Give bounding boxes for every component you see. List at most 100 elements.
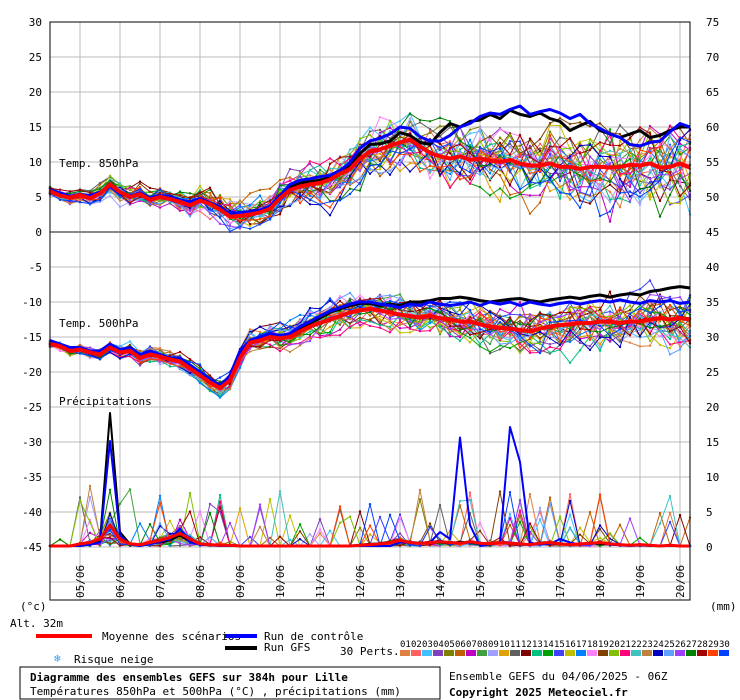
member-precip-15-point bbox=[248, 535, 252, 539]
member-850-27-point bbox=[478, 164, 482, 167]
member-500-22-point bbox=[378, 300, 382, 303]
member-precip-14-point bbox=[298, 523, 302, 526]
member-850-26-point bbox=[588, 155, 592, 158]
member-500-30-point bbox=[468, 308, 472, 312]
member-precip-13-point bbox=[218, 493, 222, 497]
member-850-26-point bbox=[628, 200, 632, 203]
member-850-7-point bbox=[568, 188, 572, 192]
member-850-23-point bbox=[378, 156, 382, 160]
member-500-21-point bbox=[128, 355, 132, 358]
member-500-10-point bbox=[488, 315, 492, 319]
member-850-14-point bbox=[508, 197, 512, 200]
member-precip-2-point bbox=[568, 493, 572, 496]
member-850-2-point bbox=[208, 217, 212, 221]
member-850-30-point bbox=[588, 182, 592, 185]
member-850-23-point bbox=[158, 203, 162, 207]
member-850-3-point bbox=[398, 119, 402, 123]
member-850-18-point bbox=[498, 128, 502, 131]
member-850-26-point bbox=[228, 224, 232, 228]
member-500-28-point bbox=[658, 313, 662, 316]
member-500-21-point bbox=[358, 320, 362, 324]
member-850-22-point bbox=[628, 148, 632, 151]
member-850-28-point bbox=[458, 143, 462, 146]
member-500-29-point bbox=[158, 358, 162, 362]
member-500-25-point bbox=[278, 329, 282, 332]
member-500-28-point bbox=[648, 332, 652, 335]
member-850-25-point bbox=[618, 154, 622, 157]
member-850-27-point bbox=[608, 180, 612, 184]
member-850-30-point bbox=[78, 201, 82, 204]
member-850-27-point bbox=[348, 187, 352, 190]
member-850-23-point bbox=[578, 176, 582, 180]
member-500-26-point bbox=[658, 294, 662, 297]
member-500-26-point bbox=[88, 346, 92, 349]
member-850-16-point bbox=[248, 224, 252, 228]
member-500-8-point bbox=[488, 342, 492, 346]
member-500-27-point bbox=[408, 325, 412, 328]
member-500-13-point bbox=[388, 325, 392, 329]
member-850-14-point bbox=[518, 193, 522, 196]
member-500-27-point bbox=[438, 311, 442, 315]
member-850-24-point bbox=[438, 173, 442, 176]
member-500-26-point bbox=[288, 343, 292, 346]
member-500-30-point bbox=[328, 297, 332, 300]
member-850-5-point bbox=[548, 130, 552, 133]
member-500-27-point bbox=[458, 328, 462, 332]
member-500-27-point bbox=[288, 340, 292, 343]
member-850-30-point bbox=[138, 187, 142, 191]
member-500-24-point bbox=[538, 330, 542, 334]
member-850-30-point bbox=[638, 195, 642, 198]
member-500-21-point bbox=[668, 343, 672, 346]
member-850-23-point bbox=[118, 199, 122, 202]
member-500-28-point bbox=[508, 316, 512, 319]
member-850-28-point bbox=[448, 146, 452, 150]
member-850-6-point bbox=[278, 178, 282, 182]
member-500-17-point bbox=[218, 396, 222, 399]
member-850-29-point bbox=[248, 218, 252, 222]
member-500-26-point bbox=[488, 333, 492, 336]
member-500-3-point bbox=[128, 340, 132, 343]
member-850-1-point bbox=[608, 190, 612, 193]
member-500-23-point bbox=[168, 350, 172, 353]
member-850-30-point bbox=[478, 146, 482, 149]
member-850-29-point bbox=[418, 170, 422, 173]
member-500-16-point bbox=[458, 332, 462, 336]
member-850-25-point bbox=[288, 203, 292, 206]
member-850-19-point bbox=[488, 134, 492, 138]
member-850-12-point bbox=[148, 186, 152, 190]
member-500-18-point bbox=[608, 312, 612, 316]
member-850-30-point bbox=[298, 193, 302, 196]
member-850-28-point bbox=[548, 145, 552, 148]
member-850-3-point bbox=[388, 124, 392, 127]
member-850-24-point bbox=[628, 195, 632, 198]
member-500-8-point bbox=[508, 333, 512, 336]
member-850-29-point bbox=[318, 200, 322, 203]
member-500-23-point bbox=[378, 320, 382, 323]
member-850-16-point bbox=[678, 202, 682, 205]
member-850-18-point bbox=[678, 182, 682, 186]
member-500-10-point bbox=[358, 326, 362, 329]
member-500-20-point bbox=[618, 312, 622, 315]
member-850-9-point bbox=[678, 149, 682, 152]
member-850-30-point bbox=[468, 171, 472, 174]
member-500-15-point bbox=[148, 345, 152, 348]
member-850-15-point bbox=[338, 186, 342, 189]
member-850-26-point bbox=[558, 148, 562, 152]
member-850-27-point bbox=[358, 189, 362, 192]
member-500-25-point bbox=[388, 294, 392, 297]
member-precip-3-point bbox=[538, 518, 542, 521]
member-850-20-point bbox=[278, 189, 282, 193]
member-850-28-point bbox=[438, 169, 442, 173]
member-500-21-point bbox=[578, 313, 582, 316]
member-850-4-point bbox=[288, 167, 292, 171]
member-500-27-point bbox=[598, 330, 602, 334]
member-500-27-point bbox=[668, 323, 672, 326]
member-500-30-point bbox=[268, 329, 272, 333]
member-850-15-point bbox=[518, 140, 522, 143]
member-850-7-point bbox=[378, 131, 382, 134]
member-500-15-point bbox=[648, 279, 652, 282]
member-500-14-point bbox=[468, 336, 472, 339]
member-850-2-point bbox=[428, 129, 432, 133]
member-850-23-point bbox=[648, 126, 652, 130]
member-850-10-point bbox=[608, 177, 612, 180]
